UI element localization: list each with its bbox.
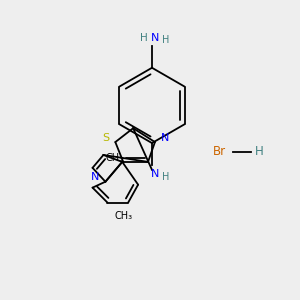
Text: CH₃: CH₃	[114, 212, 132, 221]
Text: N: N	[161, 133, 169, 143]
Text: H: H	[255, 146, 263, 158]
Text: H: H	[162, 35, 169, 45]
Text: H: H	[140, 33, 148, 43]
Text: N: N	[151, 33, 159, 43]
Text: S: S	[102, 133, 109, 143]
Text: N: N	[151, 169, 159, 179]
Text: H: H	[162, 172, 169, 182]
Text: CH₃: CH₃	[105, 153, 123, 163]
Text: N: N	[91, 172, 100, 182]
Text: Br: Br	[213, 146, 226, 158]
